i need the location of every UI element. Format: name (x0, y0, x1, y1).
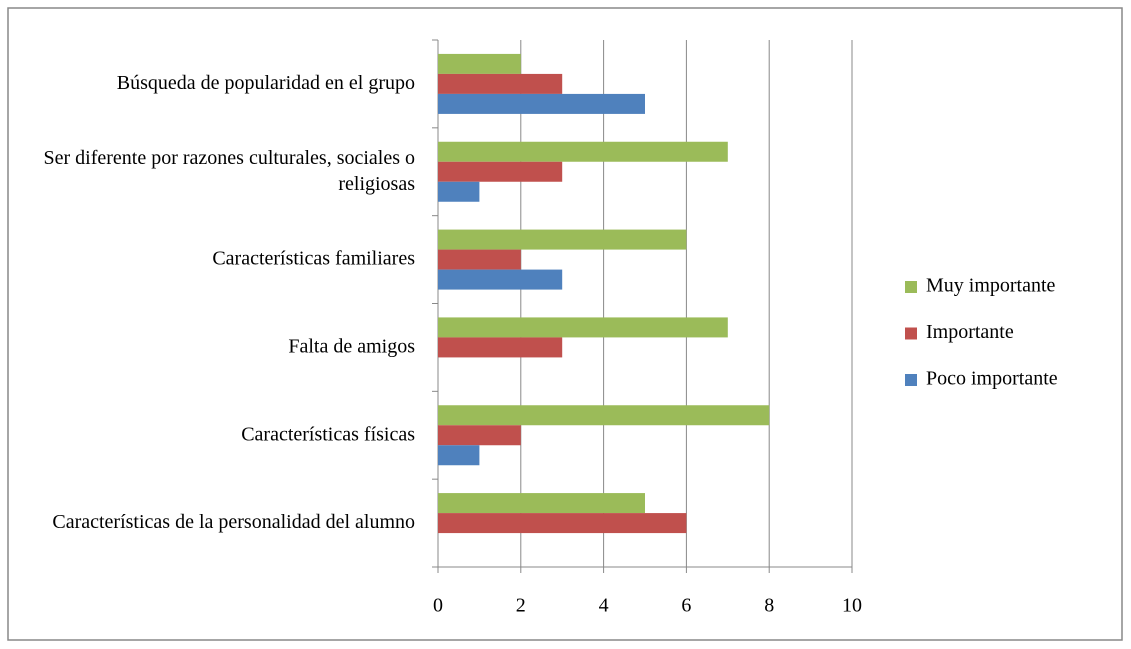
bar (438, 317, 728, 338)
bar (438, 229, 687, 250)
bar (438, 405, 770, 426)
bar (438, 141, 728, 162)
bar (438, 425, 521, 446)
bar (438, 53, 521, 74)
legend-swatch (905, 281, 917, 293)
y-tick-label: Características familiares (212, 247, 415, 269)
x-tick-label: 2 (516, 595, 526, 617)
legend-swatch (905, 327, 917, 340)
bar (438, 181, 480, 202)
x-tick-label: 8 (764, 595, 774, 617)
y-tick-label: Características de la personalidad del a… (52, 511, 415, 533)
bar (438, 513, 687, 534)
bar (438, 337, 563, 358)
y-tick-label: Falta de amigos (288, 335, 415, 357)
legend-label: Importante (926, 321, 1014, 343)
bar (438, 73, 563, 94)
bar (438, 445, 480, 466)
x-tick-label: 6 (681, 595, 691, 617)
y-tick-label: Búsqueda de popularidad en el grupo (117, 72, 415, 94)
bar (438, 269, 563, 290)
legend-label: Muy importante (926, 275, 1056, 297)
bar (438, 161, 563, 182)
legend-swatch (905, 374, 917, 386)
y-tick-label: Características físicas (241, 423, 415, 445)
x-tick-label: 10 (842, 595, 862, 617)
bar (438, 493, 645, 514)
bar (438, 249, 521, 270)
y-tick-label: Ser diferente por razones culturales, so… (43, 146, 415, 194)
bar (438, 93, 645, 114)
x-tick-label: 0 (433, 595, 443, 617)
x-tick-label: 4 (599, 595, 609, 617)
legend-label: Poco importante (926, 368, 1058, 390)
